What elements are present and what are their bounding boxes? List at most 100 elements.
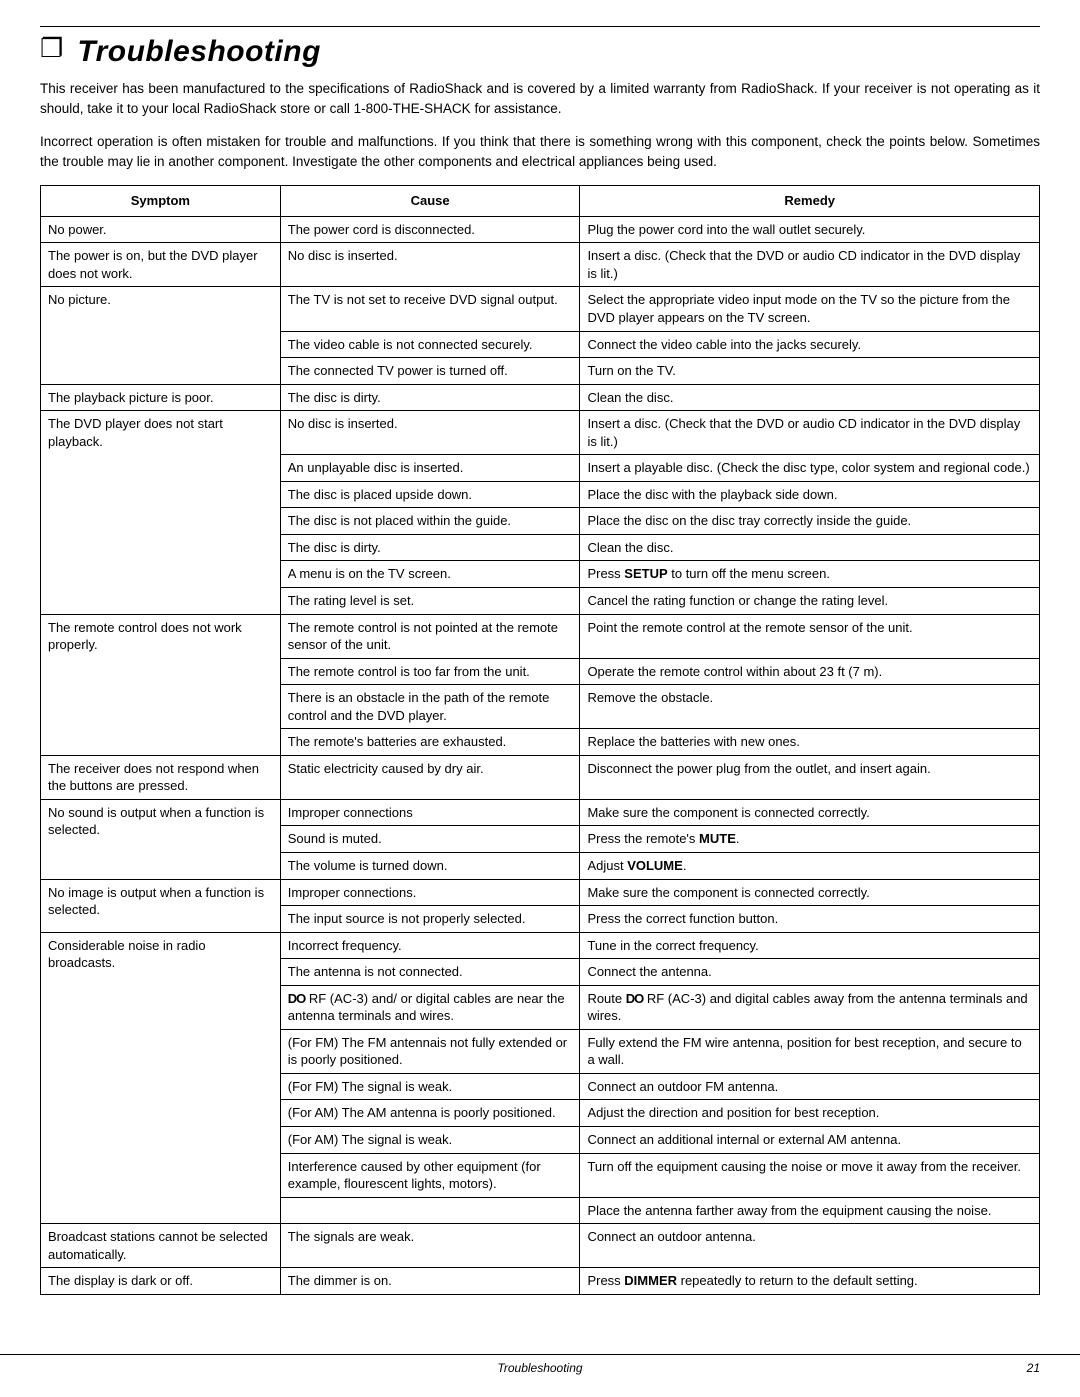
- cell-cause: The volume is turned down.: [280, 853, 580, 880]
- cell-cause: There is an obstacle in the path of the …: [280, 685, 580, 729]
- cell-remedy: Disconnect the power plug from the outle…: [580, 755, 1040, 799]
- cell-symptom: The remote control does not work properl…: [41, 614, 281, 755]
- cell-cause: The disc is dirty.: [280, 384, 580, 411]
- cell-cause: The rating level is set.: [280, 588, 580, 615]
- cell-cause: The TV is not set to receive DVD signal …: [280, 287, 580, 331]
- cell-remedy: Adjust VOLUME.: [580, 853, 1040, 880]
- table-row: The power is on, but the DVD player does…: [41, 243, 1040, 287]
- cell-symptom: Considerable noise in radio broadcasts.: [41, 932, 281, 1224]
- cell-symptom: The receiver does not respond when the b…: [41, 755, 281, 799]
- cell-remedy: Press SETUP to turn off the menu screen.: [580, 561, 1040, 588]
- cell-symptom: The playback picture is poor.: [41, 384, 281, 411]
- heading-row: ❐ Troubleshooting: [40, 35, 1040, 69]
- cell-cause: The disc is dirty.: [280, 534, 580, 561]
- cell-remedy: Press the correct function button.: [580, 906, 1040, 933]
- page: ❐ Troubleshooting This receiver has been…: [0, 0, 1080, 1397]
- cell-symptom: No power.: [41, 216, 281, 243]
- troubleshooting-table: Symptom Cause Remedy No power.The power …: [40, 185, 1040, 1295]
- cell-cause: Static electricity caused by dry air.: [280, 755, 580, 799]
- cell-cause: [280, 1197, 580, 1224]
- cell-cause: The disc is placed upside down.: [280, 481, 580, 508]
- cell-remedy: Insert a playable disc. (Check the disc …: [580, 455, 1040, 482]
- cell-remedy: Place the disc with the playback side do…: [580, 481, 1040, 508]
- cell-remedy: Connect an additional internal or extern…: [580, 1127, 1040, 1154]
- cell-remedy: Tune in the correct frequency.: [580, 932, 1040, 959]
- cell-remedy: Make sure the component is connected cor…: [580, 879, 1040, 906]
- cell-cause: Improper connections.: [280, 879, 580, 906]
- cell-symptom: The DVD player does not start playback.: [41, 411, 281, 614]
- troubleshooting-table-wrap: Symptom Cause Remedy No power.The power …: [40, 185, 1040, 1295]
- top-rule: [40, 26, 1040, 27]
- section-bullet-icon: ❐: [40, 35, 63, 61]
- cell-cause: (For AM) The AM antenna is poorly positi…: [280, 1100, 580, 1127]
- intro-paragraph-1: This receiver has been manufactured to t…: [40, 79, 1040, 118]
- cell-cause: (For FM) The FM antennais not fully exte…: [280, 1029, 580, 1073]
- table-row: No picture.The TV is not set to receive …: [41, 287, 1040, 331]
- cell-symptom: Broadcast stations cannot be selected au…: [41, 1224, 281, 1268]
- table-row: No sound is output when a function is se…: [41, 799, 1040, 826]
- cell-remedy: Select the appropriate video input mode …: [580, 287, 1040, 331]
- cell-remedy: Route DO RF (AC-3) and digital cables aw…: [580, 985, 1040, 1029]
- cell-remedy: Insert a disc. (Check that the DVD or au…: [580, 411, 1040, 455]
- cell-symptom: No image is output when a function is se…: [41, 879, 281, 932]
- intro-paragraph-2: Incorrect operation is often mistaken fo…: [40, 132, 1040, 171]
- cell-remedy: Connect the video cable into the jacks s…: [580, 331, 1040, 358]
- cell-cause: The signals are weak.: [280, 1224, 580, 1268]
- cell-remedy: Press DIMMER repeatedly to return to the…: [580, 1268, 1040, 1295]
- cell-cause: The video cable is not connected securel…: [280, 331, 580, 358]
- table-header-row: Symptom Cause Remedy: [41, 186, 1040, 217]
- cell-cause: Interference caused by other equipment (…: [280, 1153, 580, 1197]
- cell-cause: A menu is on the TV screen.: [280, 561, 580, 588]
- cell-remedy: Remove the obstacle.: [580, 685, 1040, 729]
- cell-cause: No disc is inserted.: [280, 243, 580, 287]
- page-footer: Troubleshooting 21: [0, 1354, 1080, 1375]
- cell-remedy: Make sure the component is connected cor…: [580, 799, 1040, 826]
- cell-symptom: No sound is output when a function is se…: [41, 799, 281, 879]
- cell-remedy: Connect the antenna.: [580, 959, 1040, 986]
- table-row: No image is output when a function is se…: [41, 879, 1040, 906]
- cell-remedy: Fully extend the FM wire antenna, positi…: [580, 1029, 1040, 1073]
- cell-remedy: Clean the disc.: [580, 384, 1040, 411]
- footer-title: Troubleshooting: [497, 1361, 582, 1375]
- cell-cause: The dimmer is on.: [280, 1268, 580, 1295]
- cell-cause: Sound is muted.: [280, 826, 580, 853]
- cell-symptom: The power is on, but the DVD player does…: [41, 243, 281, 287]
- cell-remedy: Turn on the TV.: [580, 358, 1040, 385]
- cell-symptom: The display is dark or off.: [41, 1268, 281, 1295]
- cell-remedy: Cancel the rating function or change the…: [580, 588, 1040, 615]
- header-symptom: Symptom: [41, 186, 281, 217]
- cell-remedy: Connect an outdoor FM antenna.: [580, 1073, 1040, 1100]
- cell-remedy: Insert a disc. (Check that the DVD or au…: [580, 243, 1040, 287]
- cell-cause: The connected TV power is turned off.: [280, 358, 580, 385]
- cell-remedy: Point the remote control at the remote s…: [580, 614, 1040, 658]
- cell-cause: The input source is not properly selecte…: [280, 906, 580, 933]
- page-title: Troubleshooting: [77, 35, 321, 69]
- cell-cause: (For FM) The signal is weak.: [280, 1073, 580, 1100]
- cell-cause: No disc is inserted.: [280, 411, 580, 455]
- table-row: No power.The power cord is disconnected.…: [41, 216, 1040, 243]
- cell-remedy: Place the antenna farther away from the …: [580, 1197, 1040, 1224]
- cell-remedy: Adjust the direction and position for be…: [580, 1100, 1040, 1127]
- table-row: Considerable noise in radio broadcasts.I…: [41, 932, 1040, 959]
- cell-remedy: Plug the power cord into the wall outlet…: [580, 216, 1040, 243]
- cell-cause: Improper connections: [280, 799, 580, 826]
- cell-remedy: Turn off the equipment causing the noise…: [580, 1153, 1040, 1197]
- table-row: Broadcast stations cannot be selected au…: [41, 1224, 1040, 1268]
- cell-remedy: Place the disc on the disc tray correctl…: [580, 508, 1040, 535]
- cell-cause: Incorrect frequency.: [280, 932, 580, 959]
- cell-remedy: Connect an outdoor antenna.: [580, 1224, 1040, 1268]
- cell-cause: An unplayable disc is inserted.: [280, 455, 580, 482]
- table-row: The DVD player does not start playback.N…: [41, 411, 1040, 455]
- cell-cause: The antenna is not connected.: [280, 959, 580, 986]
- cell-cause: The remote control is not pointed at the…: [280, 614, 580, 658]
- table-row: The playback picture is poor.The disc is…: [41, 384, 1040, 411]
- cell-remedy: Operate the remote control within about …: [580, 658, 1040, 685]
- cell-cause: The remote control is too far from the u…: [280, 658, 580, 685]
- page-number: 21: [1027, 1361, 1040, 1375]
- cell-remedy: Press the remote's MUTE.: [580, 826, 1040, 853]
- cell-cause: DO RF (AC-3) and/ or digital cables are …: [280, 985, 580, 1029]
- header-remedy: Remedy: [580, 186, 1040, 217]
- table-row: The display is dark or off.The dimmer is…: [41, 1268, 1040, 1295]
- table-row: The receiver does not respond when the b…: [41, 755, 1040, 799]
- cell-remedy: Clean the disc.: [580, 534, 1040, 561]
